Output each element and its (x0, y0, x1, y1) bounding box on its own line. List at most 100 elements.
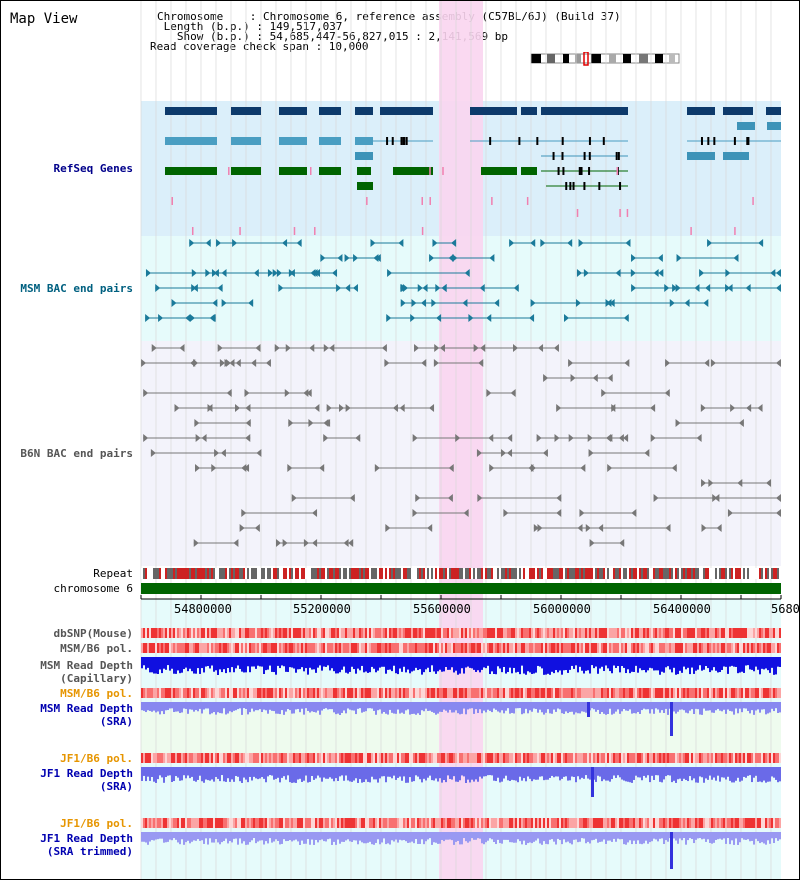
repeat-block (779, 568, 781, 579)
pol-stripe (319, 643, 321, 653)
repeat-block (347, 568, 349, 579)
jf1-trim-depth-bar (569, 832, 571, 844)
label-msm-depth-sra[interactable]: MSM Read Depth (40, 702, 133, 715)
jf1-sra-depth-bar (383, 767, 385, 777)
msm-cap-depth-bar (673, 657, 675, 668)
repeat-block (143, 568, 145, 579)
pol-stripe (669, 688, 671, 698)
msm-sra-depth-bar (429, 702, 431, 711)
repeat-block (683, 568, 685, 579)
pol-stripe (175, 643, 177, 653)
msm-sra-depth-bar (623, 702, 625, 709)
msm-sra-depth-bar (435, 702, 437, 715)
repeat-block (445, 568, 447, 579)
msm-cap-depth-bar (533, 657, 535, 674)
label-jf1-depth-sra[interactable]: JF1 Read Depth (40, 767, 133, 780)
repeat-block (349, 568, 351, 579)
msm-cap-depth-bar (387, 657, 389, 670)
jf1-trim-depth-bar (763, 832, 765, 844)
pol-stripe (565, 688, 567, 698)
dbsnp-stripe (363, 628, 365, 638)
b6n-bac-pair-end (704, 359, 710, 367)
dbsnp-stripe (779, 628, 781, 638)
pol-stripe (685, 818, 687, 828)
label-jf1-b6-pol-1[interactable]: JF1/B6 pol. (60, 752, 133, 765)
pol-stripe (703, 818, 705, 828)
pol-stripe (737, 643, 739, 653)
dbsnp-stripe (199, 628, 201, 638)
msm-sra-depth-bar (531, 702, 533, 712)
label-refseq-genes[interactable]: RefSeq Genes (53, 162, 133, 175)
gene-exon (279, 107, 307, 115)
dbsnp-stripe (667, 628, 669, 638)
pol-stripe (339, 643, 341, 653)
jf1-sra-depth-bar (517, 767, 519, 783)
msm-sra-depth-bar (407, 702, 409, 710)
pol-stripe (447, 818, 449, 828)
pol-stripe (309, 753, 311, 763)
pol-stripe (223, 688, 225, 698)
jf1-sra-depth-bar (205, 767, 207, 780)
b6n-bac-pair-end (329, 344, 335, 352)
msm-sra-depth-bar (375, 702, 377, 715)
jf1-trim-depth-bar (179, 832, 181, 845)
pol-stripe (251, 818, 253, 828)
msm-sra-depth-bar (455, 702, 457, 711)
jf1-trim-depth-bar (625, 832, 627, 845)
label-b6n-bac[interactable]: B6N BAC end pairs (20, 447, 133, 460)
pol-stripe (611, 643, 613, 653)
msm-sra-depth-bar (441, 702, 443, 712)
jf1-sra-depth-bar (681, 767, 683, 782)
pol-stripe (141, 688, 143, 698)
repeat-block (365, 568, 367, 579)
pol-stripe (367, 753, 369, 763)
b6n-bac-pair-end (619, 539, 625, 547)
jf1-sra-depth-bar (213, 767, 215, 782)
pol-stripe (143, 643, 145, 653)
gene-exon (561, 152, 564, 160)
b6n-bac-pair-end (463, 509, 469, 517)
pol-stripe (479, 688, 481, 698)
label-dbsnp[interactable]: dbSNP(Mouse) (53, 627, 133, 640)
dbsnp-stripe (207, 628, 209, 638)
pol-stripe (615, 753, 617, 763)
jf1-sra-depth-bar (265, 767, 267, 783)
pol-stripe (723, 643, 725, 653)
selected-region-highlight[interactable] (439, 1, 483, 879)
gene-exon (489, 137, 492, 145)
b6n-bac-pair-end (412, 509, 418, 517)
chromosome-ideogram[interactable] (529, 52, 684, 66)
msm-sra-depth-bar (395, 702, 397, 714)
msm-cap-depth-bar (295, 657, 297, 673)
b6n-bac-pair-end (245, 419, 251, 427)
msm-cap-depth-bar (173, 657, 175, 674)
repeat-block (705, 568, 707, 579)
pol-stripe (557, 688, 559, 698)
label-msm-bac[interactable]: MSM BAC end pairs (20, 282, 133, 295)
jf1-trim-depth-bar (693, 832, 695, 844)
msm-bac-pair-end (337, 254, 343, 262)
repeat-block (713, 568, 715, 579)
pol-stripe (751, 688, 753, 698)
msm-cap-depth-bar (721, 657, 723, 670)
snp-tick (626, 209, 629, 217)
dbsnp-stripe (579, 628, 581, 638)
gene-exon (583, 182, 586, 190)
repeat-block (777, 568, 779, 579)
label-msm-depth-cap[interactable]: MSM Read Depth (40, 659, 133, 672)
pol-stripe (631, 688, 633, 698)
label-msm-b6-pol-1[interactable]: MSM/B6 pol. (60, 642, 133, 655)
pol-stripe (239, 643, 241, 653)
pol-stripe (177, 753, 179, 763)
pol-stripe (513, 643, 515, 653)
pol-stripe (625, 753, 627, 763)
pol-stripe (261, 753, 263, 763)
jf1-trim-depth-bar (685, 832, 687, 845)
pol-stripe (679, 753, 681, 763)
pol-stripe (609, 643, 611, 653)
label-jf1-b6-pol-2[interactable]: JF1/B6 pol. (60, 817, 133, 830)
pol-stripe (551, 818, 553, 828)
label-jf1-depth-trim[interactable]: JF1 Read Depth (40, 832, 133, 845)
pol-stripe (627, 643, 629, 653)
label-msm-b6-pol-2[interactable]: MSM/B6 pol. (60, 687, 133, 700)
